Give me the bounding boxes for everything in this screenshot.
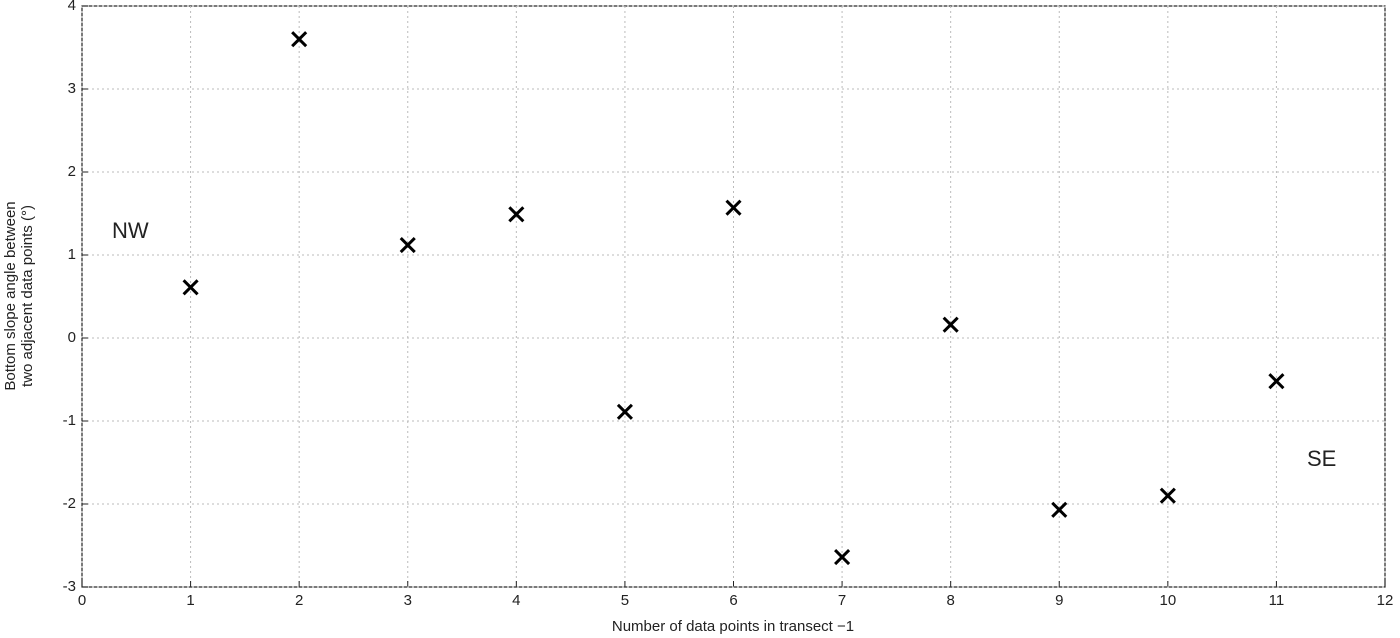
x-tick-label: 3: [404, 592, 412, 609]
annotation: SE: [1307, 446, 1336, 471]
x-tick-label: 1: [186, 592, 194, 609]
x-tick-label: 2: [295, 592, 303, 609]
marker: [182, 279, 199, 296]
marker: [616, 403, 633, 420]
y-axis-label-line: two adjacent data points (°): [19, 205, 36, 387]
x-axis-label: Number of data points in transect −1: [612, 618, 854, 635]
x-tick-label: 4: [512, 592, 520, 609]
marker: [508, 206, 525, 223]
x-tick-label: 12: [1377, 592, 1394, 609]
marker: [399, 236, 416, 254]
marker: [1051, 501, 1068, 518]
y-tick-label: -2: [63, 495, 76, 512]
x-tick-label: 11: [1269, 592, 1285, 609]
y-axis-label: Bottom slope angle between two adjacent …: [2, 201, 36, 390]
y-tick-label: 3: [68, 80, 76, 97]
x-tick-label: 7: [838, 592, 846, 609]
x-tick-label: 0: [78, 592, 86, 609]
y-tick-label: 0: [68, 329, 76, 346]
x-tick-label: 10: [1159, 592, 1176, 609]
marker: [942, 316, 959, 333]
y-tick-label: -1: [63, 412, 76, 429]
x-tick-label: 9: [1055, 592, 1063, 609]
marker: [291, 31, 308, 48]
y-tick-label: 2: [68, 163, 76, 180]
marker: [834, 549, 851, 566]
x-tick-label: 8: [946, 592, 954, 609]
x-tick-label: 5: [621, 592, 629, 609]
marker: [1268, 373, 1285, 390]
y-tick-label: 4: [68, 0, 76, 14]
x-tick-label: 6: [729, 592, 737, 609]
y-tick-label: -3: [63, 578, 76, 595]
marker: [1159, 487, 1176, 504]
annotation: NW: [112, 218, 149, 243]
y-axis-label-line: Bottom slope angle between: [2, 201, 19, 390]
marker: [725, 199, 742, 216]
y-tick-label: 1: [68, 246, 76, 263]
